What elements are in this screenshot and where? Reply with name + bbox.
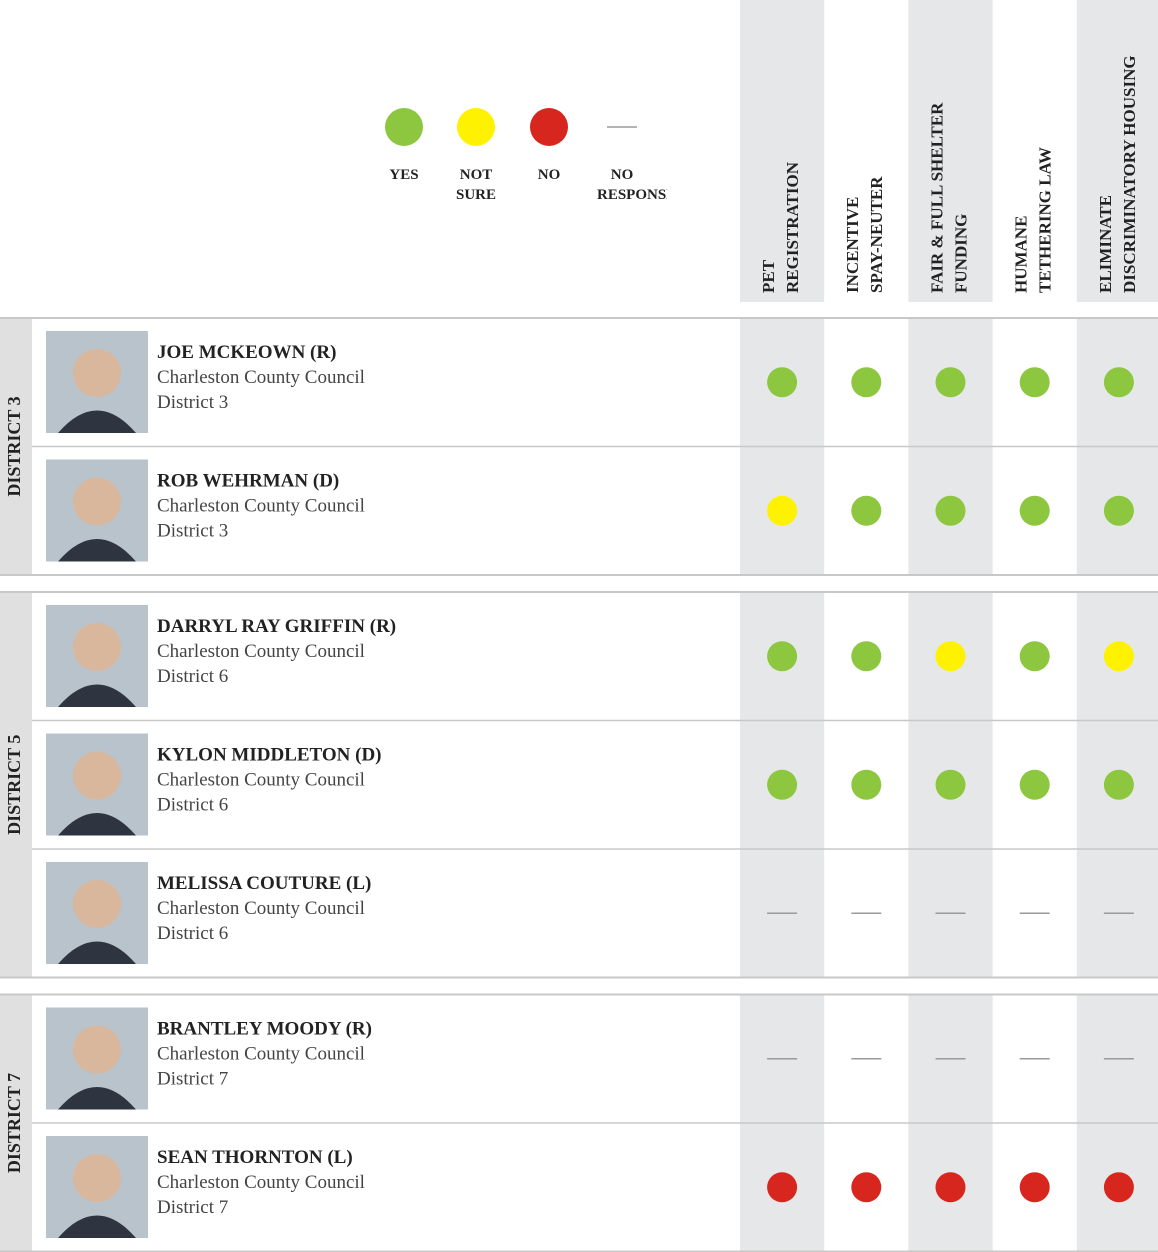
candidate-name: JOE MCKEOWN (R): [157, 342, 336, 363]
photo-body: [58, 1215, 136, 1238]
photo-head: [73, 1025, 121, 1074]
answer-dot: [1019, 495, 1050, 526]
column-shade: [740, 0, 825, 302]
photo-head: [73, 751, 121, 800]
candidate-name: KYLON MIDDLETON (D): [157, 745, 382, 766]
district-bar: [0, 592, 32, 978]
candidate-name: DARRYL RAY GRIFFIN (R): [157, 616, 396, 637]
photo-body: [58, 684, 136, 707]
district-bar: [0, 318, 32, 575]
answer-dot: [1019, 641, 1050, 672]
issue-header: REGISTRATION: [783, 161, 802, 293]
legend-label: YES: [389, 167, 419, 183]
candidate-office: Charleston County Council: [157, 1044, 365, 1065]
district-label: DISTRICT 3: [4, 396, 24, 496]
answer-dot: [935, 1172, 966, 1203]
candidate-office: Charleston County Council: [157, 770, 365, 791]
answer-dot: [851, 1172, 882, 1203]
issue-header: FAIR & FULL SHELTER: [927, 102, 946, 293]
candidate-district: District 3: [157, 521, 228, 542]
issue-header: ELIMINATE: [1096, 195, 1115, 293]
answer-dot: [935, 367, 966, 398]
answer-dot: [935, 641, 966, 672]
legend-dot: [385, 108, 423, 146]
photo-body: [58, 941, 136, 964]
answer-dot: [767, 641, 798, 672]
legend-dot: [457, 108, 495, 146]
legend-label: NOT SURE: [455, 167, 496, 203]
answer-dot: [1103, 1172, 1134, 1203]
photo-head: [73, 880, 121, 928]
candidate-name: MELISSA COUTURE (L): [157, 873, 371, 894]
answer-dot: [1019, 367, 1050, 398]
legend-label-box: YES: [389, 167, 419, 183]
answer-dot: [935, 495, 966, 526]
legend-label: NO RESPONSE: [597, 167, 667, 203]
candidate-office: Charleston County Council: [157, 898, 365, 919]
photo-body: [58, 813, 136, 836]
answer-dot: [1103, 495, 1134, 526]
candidate-district: District 6: [157, 795, 228, 816]
legend-label-box: NOT SURE: [455, 167, 496, 203]
candidate-name: ROB WEHRMAN (D): [157, 471, 339, 492]
candidate-name: SEAN THORNTON (L): [157, 1147, 353, 1168]
answer-dot: [767, 495, 798, 526]
photo-head: [73, 477, 121, 526]
photo-head: [73, 623, 121, 671]
candidate-district: District 7: [157, 1197, 228, 1218]
candidate-district: District 7: [157, 1069, 228, 1090]
legend-dot: [530, 108, 568, 146]
photo-body: [58, 1087, 136, 1110]
answer-dot: [935, 769, 966, 800]
answer-dot: [851, 495, 882, 526]
district-label: DISTRICT 7: [4, 1073, 24, 1173]
issue-header: DISCRIMINATORY HOUSING: [1120, 55, 1139, 293]
answer-dot: [1019, 769, 1050, 800]
answer-dot: [767, 769, 798, 800]
answer-dot: [851, 641, 882, 672]
issue-header: TETHERING LAW: [1036, 147, 1055, 293]
district-bar: [0, 994, 32, 1252]
candidate-name: BRANTLEY MOODY (R): [157, 1019, 372, 1040]
column-shade: [1076, 0, 1158, 302]
answer-dot: [767, 367, 798, 398]
legend-label-box: NO: [537, 167, 561, 183]
answer-dot: [1103, 367, 1134, 398]
issue-header: PET: [759, 259, 778, 293]
photo-body: [58, 539, 136, 562]
candidate-district: District 3: [157, 392, 228, 413]
issue-header: INCENTIVE: [843, 197, 862, 293]
photo-head: [73, 349, 121, 397]
candidate-district: District 6: [157, 923, 228, 944]
candidate-district: District 6: [157, 666, 228, 687]
answer-dot: [1019, 1172, 1050, 1203]
issue-header: FUNDING: [951, 214, 970, 293]
candidate-office: Charleston County Council: [157, 367, 365, 388]
answer-dot: [1103, 641, 1134, 672]
candidate-office: Charleston County Council: [157, 641, 365, 662]
photo-body: [58, 410, 136, 433]
legend-label: NO: [537, 167, 561, 183]
issue-header: SPAY-NEUTER: [867, 176, 886, 293]
answer-dot: [851, 367, 882, 398]
answer-dot: [1103, 769, 1134, 800]
district-label: DISTRICT 5: [4, 735, 24, 835]
photo-head: [73, 1154, 121, 1202]
answer-dot: [851, 769, 882, 800]
legend-label-box: NO RESPONSE: [597, 167, 667, 203]
answer-dot: [767, 1172, 798, 1203]
candidate-office: Charleston County Council: [157, 1172, 365, 1193]
column-shade: [908, 0, 993, 302]
candidate-office: Charleston County Council: [157, 496, 365, 517]
issue-header: HUMANE: [1012, 216, 1031, 293]
